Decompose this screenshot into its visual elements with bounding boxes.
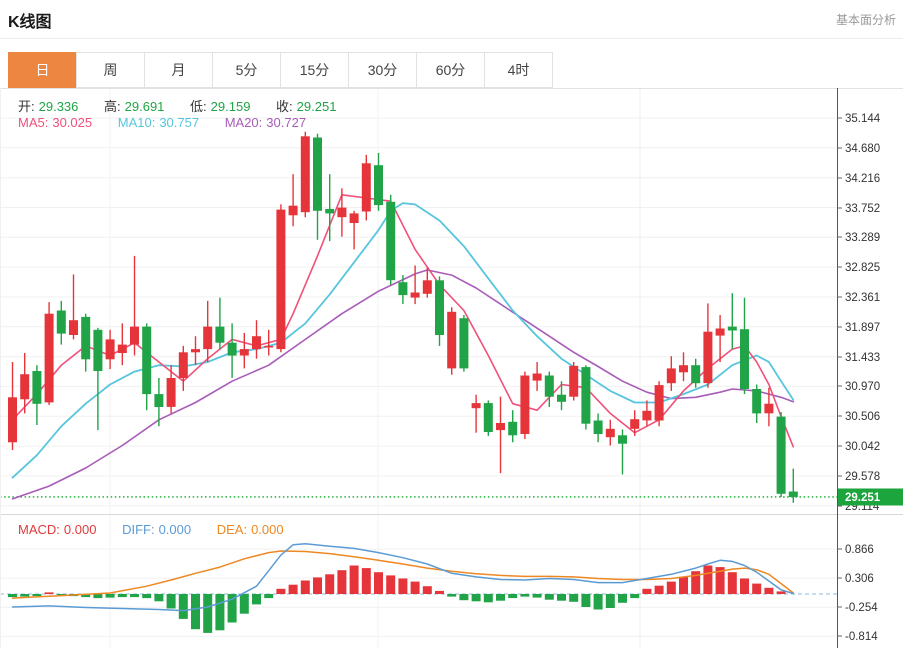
svg-text:-0.254: -0.254	[845, 602, 878, 614]
tab-15min[interactable]: 15分	[280, 52, 349, 88]
svg-text:30.042: 30.042	[845, 441, 880, 453]
svg-text:30.506: 30.506	[845, 411, 880, 423]
ma5-label: MA5:	[18, 115, 49, 130]
close-value: 29.251	[296, 99, 337, 114]
svg-text:29.578: 29.578	[845, 471, 880, 483]
tab-week[interactable]: 周	[76, 52, 145, 88]
diff-dea-lines	[11, 543, 795, 612]
diff-value: 0.000	[158, 522, 192, 537]
ma-readout: MA5: 30.025 MA10: 30.757 MA20: 30.727	[18, 115, 310, 130]
fundamental-analysis-link[interactable]: 基本面分析	[836, 13, 897, 27]
candlesticks	[8, 131, 798, 503]
high-value: 29.691	[124, 99, 165, 114]
ma10-label: MA10:	[117, 115, 156, 130]
panel-borders	[0, 88, 903, 648]
diff-label: DIFF:	[122, 522, 155, 537]
macd-value: 0.000	[63, 522, 97, 537]
svg-text:0.306: 0.306	[845, 573, 874, 585]
ma-lines	[11, 194, 795, 500]
svg-text:35.144: 35.144	[845, 113, 881, 125]
macd-label: MACD:	[18, 522, 60, 537]
low-label: 低:	[190, 99, 207, 114]
ma5-value: 30.025	[52, 115, 93, 130]
tab-30min[interactable]: 30分	[348, 52, 417, 88]
svg-text:32.825: 32.825	[845, 262, 880, 274]
svg-text:31.433: 31.433	[845, 352, 880, 364]
dea-label: DEA:	[216, 522, 248, 537]
close-label: 收:	[276, 99, 293, 114]
low-value: 29.159	[210, 99, 251, 114]
high-label: 高:	[104, 99, 121, 114]
svg-text:33.752: 33.752	[845, 203, 880, 215]
svg-text:30.970: 30.970	[845, 381, 880, 393]
svg-text:31.897: 31.897	[845, 322, 880, 334]
current-price-badge: 29.251	[838, 488, 903, 506]
tab-5min[interactable]: 5分	[212, 52, 281, 88]
tab-day[interactable]: 日	[8, 52, 77, 88]
page-title: K线图	[8, 14, 52, 31]
svg-text:34.680: 34.680	[845, 143, 880, 155]
ma20-label: MA20:	[224, 115, 263, 130]
ohlc-readout: 开: 29.336 高: 29.691 低: 29.159 收: 29.251	[18, 96, 340, 115]
open-value: 29.336	[38, 99, 79, 114]
header-divider	[0, 38, 903, 39]
tab-month[interactable]: 月	[144, 52, 213, 88]
svg-text:29.251: 29.251	[845, 492, 881, 504]
svg-text:-0.814: -0.814	[845, 631, 878, 643]
dea-value: 0.000	[251, 522, 284, 537]
interval-tabbar: 日 周 月 5分 15分 30分 60分 4时	[8, 52, 553, 88]
ma10-value: 30.757	[159, 115, 200, 130]
ma20-value: 30.727	[266, 115, 307, 130]
tab-4hour[interactable]: 4时	[484, 52, 553, 88]
svg-text:0.866: 0.866	[845, 544, 874, 556]
price-axis-labels: 35.144 34.680 34.216 33.752 33.289 32.825 32.3…	[837, 113, 881, 643]
macd-readout: MACD: 0.000 DIFF: 0.000 DEA: 0.000	[18, 522, 288, 537]
open-label: 开:	[18, 99, 35, 114]
svg-text:32.361: 32.361	[845, 292, 880, 304]
tab-60min[interactable]: 60分	[416, 52, 485, 88]
macd-histogram	[8, 565, 786, 633]
svg-text:34.216: 34.216	[845, 173, 880, 185]
svg-text:33.289: 33.289	[845, 232, 880, 244]
